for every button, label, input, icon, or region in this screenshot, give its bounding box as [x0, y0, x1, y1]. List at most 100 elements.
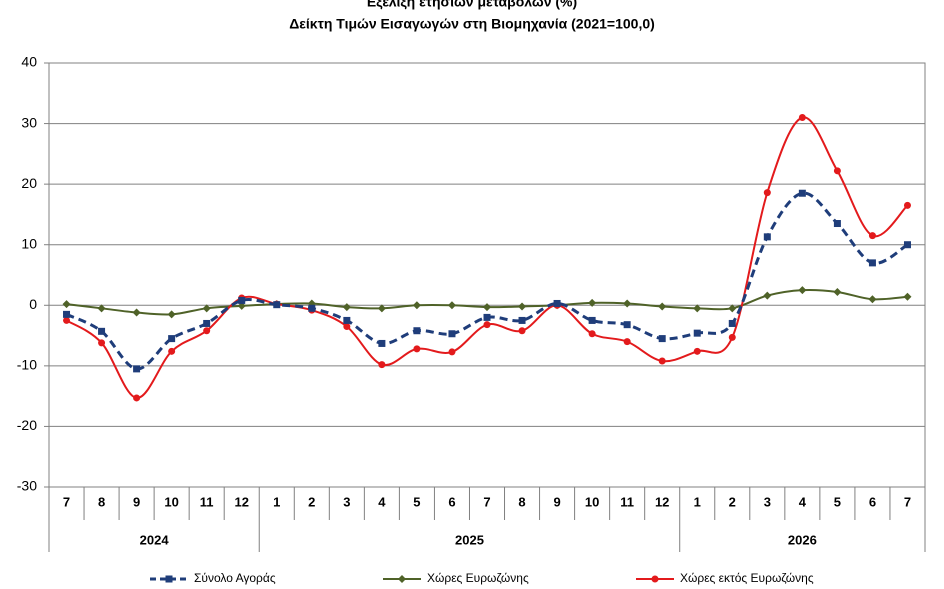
- data-point: [763, 189, 771, 197]
- data-point: [868, 232, 876, 240]
- legend-marker: [165, 575, 173, 583]
- data-point: [553, 299, 561, 307]
- data-point: [763, 291, 772, 300]
- data-point: [167, 310, 176, 319]
- data-point: [588, 298, 597, 307]
- data-point: [868, 259, 876, 267]
- data-point: [588, 316, 596, 324]
- data-point: [133, 394, 141, 402]
- x-tick-label: 6: [448, 494, 455, 509]
- y-tick-label: 30: [21, 114, 37, 130]
- x-tick-label: 1: [694, 494, 701, 509]
- data-point: [623, 321, 631, 329]
- data-point: [448, 330, 456, 338]
- y-tick-label: -10: [17, 357, 37, 373]
- data-point: [168, 335, 176, 343]
- data-point: [202, 304, 211, 313]
- series-line: [65, 116, 909, 399]
- data-point: [97, 304, 106, 313]
- data-point: [833, 167, 841, 175]
- data-point: [903, 241, 911, 249]
- data-point: [763, 233, 771, 241]
- data-point: [728, 304, 737, 313]
- data-point: [518, 302, 527, 311]
- x-tick-label: 4: [378, 494, 386, 509]
- y-tick-label: -20: [17, 417, 37, 433]
- data-point: [658, 302, 667, 311]
- series-line: [65, 191, 909, 371]
- data-point: [693, 304, 702, 313]
- data-point: [728, 333, 736, 341]
- data-point: [833, 287, 842, 296]
- y-tick-label: 10: [21, 235, 37, 251]
- data-point: [483, 303, 491, 312]
- x-tick-label: 5: [834, 494, 841, 509]
- x-tick-label: 7: [483, 494, 490, 509]
- x-tick-label: 9: [133, 494, 140, 509]
- data-point: [62, 300, 71, 309]
- chart-subtitle: Δείκτη Τιμών Εισαγωγών στη Βιομηχανία (2…: [289, 16, 655, 32]
- x-tick-label: 11: [200, 494, 214, 509]
- data-point: [728, 319, 736, 327]
- data-point: [483, 321, 491, 329]
- data-point: [903, 201, 911, 209]
- data-point: [693, 347, 701, 355]
- x-tick-label: 10: [164, 494, 178, 509]
- data-point: [483, 313, 491, 321]
- data-point: [378, 361, 386, 369]
- data-point: [658, 335, 666, 343]
- data-point: [413, 327, 421, 335]
- x-tick-label: 3: [343, 494, 350, 509]
- x-tick-label: 12: [234, 494, 248, 509]
- data-point: [518, 316, 526, 324]
- data-point: [658, 357, 666, 365]
- y-tick-label: 40: [21, 54, 37, 70]
- data-point: [518, 327, 526, 335]
- data-point: [868, 295, 877, 304]
- year-label: 2025: [455, 532, 484, 547]
- x-tick-label: 7: [63, 494, 70, 509]
- data-point: [798, 286, 807, 295]
- x-tick-label: 2: [729, 494, 736, 509]
- x-tick-label: 2: [308, 494, 315, 509]
- data-point: [378, 339, 386, 347]
- data-point: [413, 345, 421, 353]
- data-point: [412, 301, 421, 310]
- x-tick-label: 9: [553, 494, 560, 509]
- x-tick-label: 6: [869, 494, 876, 509]
- x-tick-label: 7: [904, 494, 911, 509]
- data-point: [448, 348, 456, 356]
- data-point: [308, 304, 316, 312]
- data-point: [238, 296, 246, 304]
- data-point: [98, 339, 106, 347]
- x-tick-label: 8: [518, 494, 525, 509]
- data-point: [343, 322, 351, 330]
- data-point: [132, 308, 141, 317]
- data-point: [798, 189, 806, 197]
- plot-border: [48, 62, 926, 488]
- data-point: [98, 327, 106, 335]
- data-point: [798, 114, 806, 122]
- year-label: 2024: [140, 532, 170, 547]
- year-label: 2026: [788, 532, 817, 547]
- y-tick-label: 20: [21, 175, 37, 191]
- x-tick-label: 5: [413, 494, 420, 509]
- x-tick-label: 3: [764, 494, 771, 509]
- data-point: [273, 301, 281, 309]
- data-point: [203, 319, 211, 327]
- data-point: [588, 330, 596, 338]
- data-point: [903, 292, 912, 301]
- x-tick-label: 10: [585, 494, 599, 509]
- legend-marker: [398, 575, 406, 583]
- x-tick-label: 8: [98, 494, 105, 509]
- legend-marker: [651, 575, 659, 583]
- x-tick-label: 11: [620, 494, 634, 509]
- data-point: [342, 303, 351, 312]
- data-point: [133, 365, 141, 373]
- data-point: [833, 220, 841, 228]
- legend-label: Χώρες Ευρωζώνης: [427, 571, 529, 585]
- y-tick-label: 0: [29, 296, 37, 312]
- data-point: [447, 301, 456, 310]
- data-point: [623, 338, 631, 346]
- data-point: [623, 299, 632, 308]
